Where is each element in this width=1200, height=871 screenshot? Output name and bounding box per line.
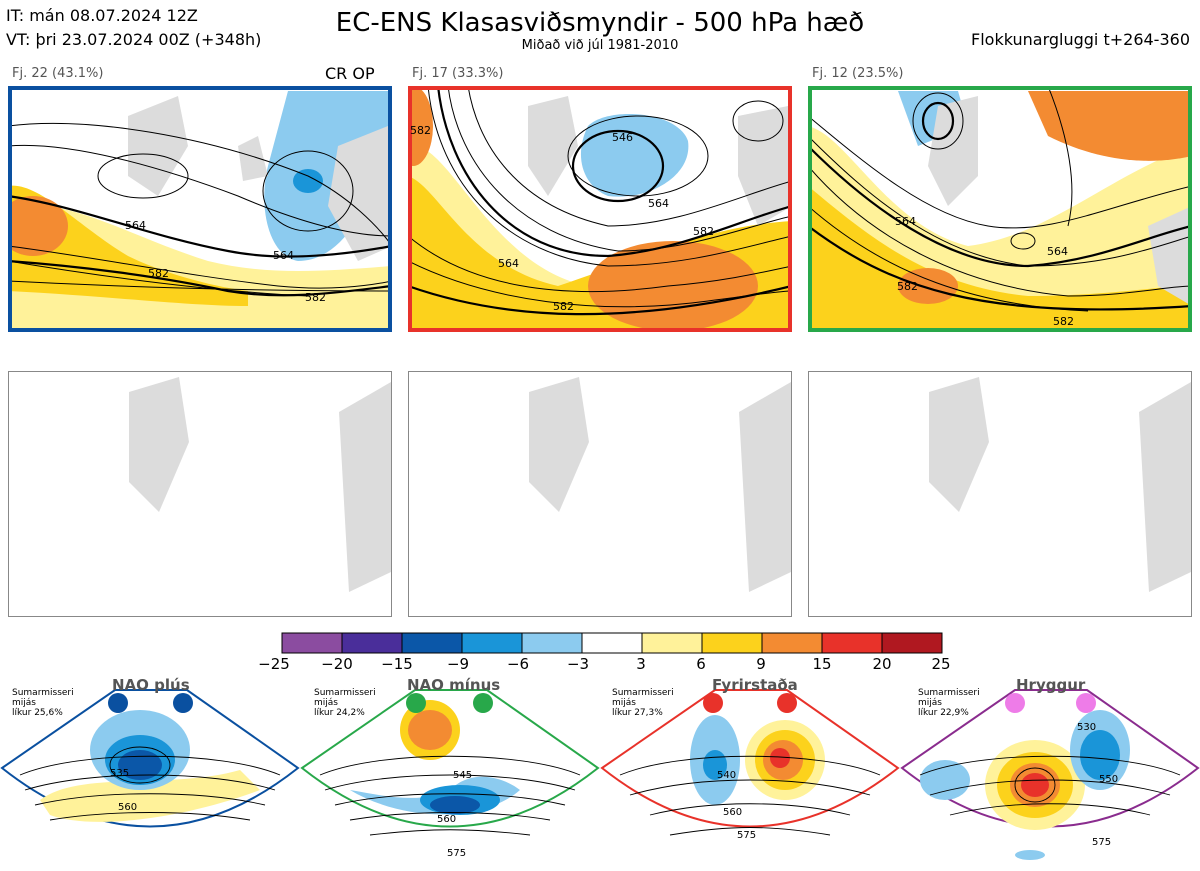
- cluster-2-contour-582b: 582: [553, 300, 574, 313]
- regime-4-contour: 550: [1099, 774, 1119, 785]
- regime-ridge-fan: [900, 689, 1200, 860]
- regime-1-contour: 535: [110, 768, 130, 779]
- page-title: EC-ENS Klasasviðsmyndir - 500 hPa hæð: [335, 8, 865, 38]
- regime-season: Sumarmisseri: [314, 688, 376, 698]
- cluster-2-contour-564: 564: [648, 197, 669, 210]
- regime-nao-plus-fan: [0, 689, 300, 828]
- regime-prob: líkur 24,2%: [314, 708, 365, 718]
- regime-1-title: NAO plús: [112, 676, 190, 694]
- regime-4-contour: 575: [1092, 837, 1112, 848]
- colorbar-swatch: [461, 632, 523, 654]
- empty-map-3[interactable]: [808, 371, 1192, 617]
- cluster-3-contour-582b: 582: [1053, 315, 1074, 328]
- colorbar-tick: 3: [636, 655, 646, 673]
- colorbar-swatch: [821, 632, 883, 654]
- cluster-3-label: Fj. 12 (23.5%): [812, 66, 904, 81]
- colorbar-tick: −3: [566, 655, 590, 673]
- colorbar-tick: 25: [931, 655, 951, 673]
- regime-1-info: Sumarmisseri mijás líkur 25,6%: [12, 688, 74, 718]
- cluster-2-contour-582: 582: [693, 225, 714, 238]
- cluster-2-label: Fj. 17 (33.3%): [412, 66, 504, 81]
- empty-map-1[interactable]: [8, 371, 392, 617]
- classification-window: Flokkunargluggi t+264-360: [971, 30, 1190, 49]
- colorbar-tick: −20: [321, 655, 353, 673]
- regime-4-contour: 530: [1077, 722, 1097, 733]
- cluster-1-map[interactable]: [8, 86, 392, 332]
- regime-1-marker-left: [108, 693, 128, 713]
- colorbar-tick: 15: [812, 655, 832, 673]
- colorbar-tick: −6: [506, 655, 530, 673]
- colorbar-tick: −9: [446, 655, 470, 673]
- cluster-3-map[interactable]: [808, 86, 1192, 332]
- cluster-2-map[interactable]: [408, 86, 792, 332]
- header-times: IT: mán 08.07.2024 12Z VT: þri 23.07.202…: [6, 4, 261, 52]
- regime-markers: [108, 693, 1096, 713]
- regime-3-marker-right: [777, 693, 797, 713]
- colorbar-swatch: [521, 632, 583, 654]
- regime-season: Sumarmisseri: [918, 688, 980, 698]
- colorbar: [281, 632, 943, 654]
- colorbar-tick: 9: [756, 655, 766, 673]
- empty-map-2[interactable]: [408, 371, 792, 617]
- regime-4-marker-left: [1005, 693, 1025, 713]
- colorbar-tick: 6: [696, 655, 706, 673]
- regime-blocking-fan: [600, 689, 900, 836]
- regime-4-info: Sumarmisseri mijás líkur 22,9%: [918, 688, 980, 718]
- colorbar-tick: −25: [258, 655, 290, 673]
- regime-2-marker-right: [473, 693, 493, 713]
- regime-3-contour: 560: [723, 807, 743, 818]
- cluster-1-contour-582b: 582: [305, 291, 326, 304]
- regime-2-contour: 545: [453, 770, 473, 781]
- cluster-3-contour-564: 564: [895, 215, 916, 228]
- regime-2-contour: 575: [447, 848, 467, 859]
- colorbar-swatch: [701, 632, 763, 654]
- regime-3-title: Fyrirstaða: [712, 676, 798, 694]
- valid-time: VT: þri 23.07.2024 00Z (+348h): [6, 30, 262, 49]
- cluster-1-contour-582: 582: [148, 267, 169, 280]
- regime-3-contour: 575: [737, 830, 757, 841]
- regime-1-contour: 560: [118, 802, 138, 813]
- regime-1-marker-right: [173, 693, 193, 713]
- regime-3-contour: 540: [717, 770, 737, 781]
- regime-2-contour: 560: [437, 814, 457, 825]
- regime-season: Sumarmisseri: [12, 688, 74, 698]
- cluster-2-contour-564b: 564: [498, 257, 519, 270]
- regime-3-marker-left: [703, 693, 723, 713]
- regime-season: Sumarmisseri: [612, 688, 674, 698]
- regime-fans: [0, 689, 1200, 860]
- colorbar-tick: 20: [872, 655, 892, 673]
- regime-4-marker-right: [1076, 693, 1096, 713]
- cluster-1-contour-564b: 564: [273, 249, 294, 262]
- regime-nao-minus-fan: [300, 689, 600, 836]
- regime-median: mijás: [12, 698, 36, 708]
- initial-time: IT: mán 08.07.2024 12Z: [6, 6, 198, 25]
- cluster-1-label: Fj. 22 (43.1%): [12, 66, 104, 81]
- cluster-1-markers: CR OP: [325, 64, 375, 83]
- cluster-3-contour-564b: 564: [1047, 245, 1068, 258]
- cluster-2-contour-582c: 582: [410, 124, 431, 137]
- regime-median: mijás: [314, 698, 338, 708]
- regime-median: mijás: [918, 698, 942, 708]
- page-subtitle: Miðað við júl 1981-2010: [521, 38, 679, 53]
- colorbar-swatch: [281, 632, 343, 654]
- cluster-2-contour-546: 546: [612, 131, 633, 144]
- regime-2-marker-left: [406, 693, 426, 713]
- colorbar-swatch: [341, 632, 403, 654]
- regime-4-title: Hryggur: [1016, 676, 1086, 694]
- regime-3-info: Sumarmisseri mijás líkur 27,3%: [612, 688, 674, 718]
- regime-2-title: NAO mínus: [407, 676, 501, 694]
- regime-2-info: Sumarmisseri mijás líkur 24,2%: [314, 688, 376, 718]
- colorbar-swatch: [641, 632, 703, 654]
- colorbar-swatch: [581, 632, 643, 654]
- regime-prob: líkur 27,3%: [612, 708, 663, 718]
- colorbar-swatch: [881, 632, 943, 654]
- cluster-1-contour-564: 564: [125, 219, 146, 232]
- regime-prob: líkur 22,9%: [918, 708, 969, 718]
- colorbar-swatch: [761, 632, 823, 654]
- colorbar-swatch: [401, 632, 463, 654]
- colorbar-tick: −15: [381, 655, 413, 673]
- regime-prob: líkur 25,6%: [12, 708, 63, 718]
- cluster-3-contour-582: 582: [897, 280, 918, 293]
- regime-median: mijás: [612, 698, 636, 708]
